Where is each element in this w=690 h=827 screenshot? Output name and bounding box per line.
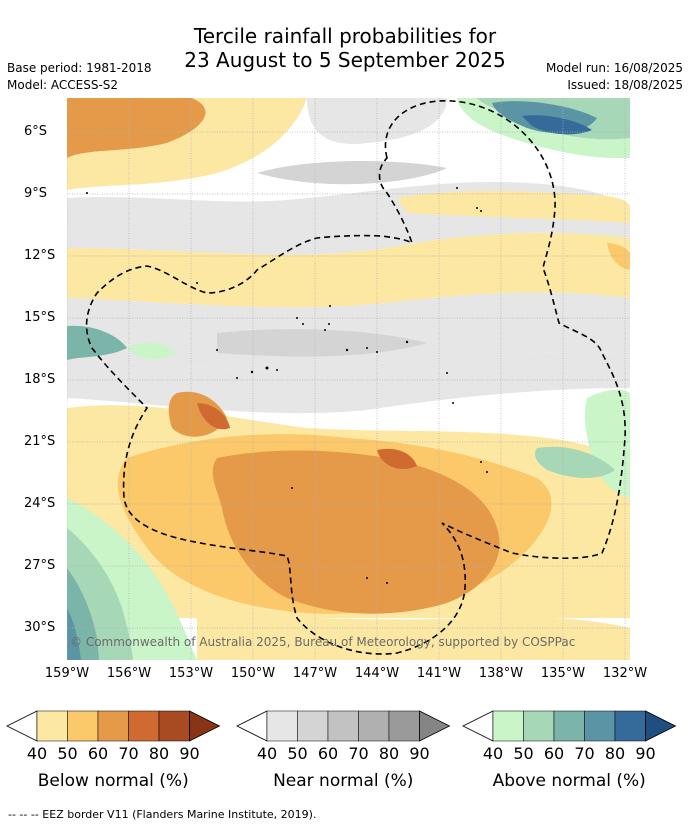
colorbar-tick: 40: [256, 744, 278, 763]
lat-tick-label: 12°S: [24, 248, 56, 263]
issued-date: Issued: 18/08/2025: [567, 78, 683, 92]
title-line-2: 23 August to 5 September 2025: [184, 48, 506, 72]
lon-tick-label: 141°W: [416, 666, 462, 681]
colorbar-tick: 80: [148, 744, 170, 763]
colorbar-tick: 50: [57, 744, 78, 763]
colorbar-high-arrow: [189, 710, 221, 742]
colorbar-tick: 60: [87, 744, 109, 763]
lon-tick-label: 150°W: [230, 666, 276, 681]
lon-tick-label: 156°W: [106, 666, 152, 681]
colorbar-tick: 50: [287, 744, 308, 763]
colorbar-low-arrow: [6, 710, 38, 742]
colorbar-tick: 90: [635, 744, 656, 763]
colorbar-segment: [523, 710, 555, 742]
colorbar-high-arrow: [645, 710, 677, 742]
lon-tick-label: 147°W: [292, 666, 338, 681]
colorbar-tick: 70: [574, 744, 595, 763]
lat-tick-label: 30°S: [24, 620, 56, 635]
colorbar: [6, 710, 221, 742]
colorbar-segment: [266, 710, 298, 742]
copyright-notice: © Commonwealth of Australia 2025, Bureau…: [70, 635, 575, 649]
lon-tick-label: 153°W: [168, 666, 214, 681]
colorbar-segment: [327, 710, 359, 742]
colorbar-tick: 80: [378, 744, 400, 763]
lon-tick-label: 132°W: [602, 666, 648, 681]
colorbar-tick: 80: [604, 744, 626, 763]
colorbar-segment: [388, 710, 420, 742]
lat-tick-label: 15°S: [24, 310, 56, 325]
colorbar: [462, 710, 677, 742]
title-line-1: Tercile rainfall probabilities for: [193, 24, 497, 48]
colorbar-title: Near normal (%): [273, 771, 414, 791]
colorbar-segment: [36, 710, 68, 742]
base-period: Base period: 1981-2018: [7, 61, 152, 75]
colorbar-segment: [584, 710, 616, 742]
eez-footnote: -- -- -- EEZ border V11 (Flanders Marine…: [8, 808, 317, 821]
model-name: Model: ACCESS-S2: [7, 78, 119, 92]
colorbar-tick: 40: [482, 744, 504, 763]
colorbar-segment: [553, 710, 585, 742]
colorbar-tick: 90: [179, 744, 200, 763]
model-run: Model run: 16/08/2025: [545, 61, 683, 75]
lat-tick-label: 24°S: [24, 496, 56, 511]
colorbar-high-arrow: [419, 710, 451, 742]
lat-tick-label: 21°S: [24, 434, 56, 449]
lat-tick-label: 27°S: [24, 558, 56, 573]
colorbar-segment: [492, 710, 524, 742]
rainfall-map: © Commonwealth of Australia 2025, Bureau…: [67, 98, 630, 660]
colorbar-segment: [614, 710, 646, 742]
lat-tick-label: 18°S: [24, 372, 56, 387]
colorbar-tick: 70: [118, 744, 139, 763]
lon-tick-label: 159°W: [44, 666, 90, 681]
colorbar-title: Below normal (%): [37, 771, 189, 791]
colorbar-tick: 60: [543, 744, 565, 763]
colorbar-segment: [158, 710, 190, 742]
colorbar-segment: [358, 710, 390, 742]
colorbar-segment: [297, 710, 329, 742]
colorbar-title: Above normal (%): [492, 771, 646, 791]
lon-tick-label: 144°W: [354, 666, 400, 681]
colorbar: [236, 710, 451, 742]
colorbar-tick: 70: [348, 744, 369, 763]
colorbar-low-arrow: [462, 710, 494, 742]
lat-tick-label: 9°S: [24, 186, 48, 201]
colorbars: [6, 710, 677, 742]
lon-tick-label: 138°W: [478, 666, 524, 681]
colorbar-segment: [67, 710, 99, 742]
colorbar-segment: [97, 710, 129, 742]
colorbar-low-arrow: [236, 710, 268, 742]
colorbar-tick: 60: [317, 744, 339, 763]
lon-tick-label: 135°W: [540, 666, 586, 681]
colorbar-tick: 50: [513, 744, 534, 763]
colorbar-tick: 90: [409, 744, 430, 763]
lat-tick-label: 6°S: [24, 124, 48, 139]
colorbar-tick: 40: [26, 744, 48, 763]
colorbar-segment: [128, 710, 160, 742]
